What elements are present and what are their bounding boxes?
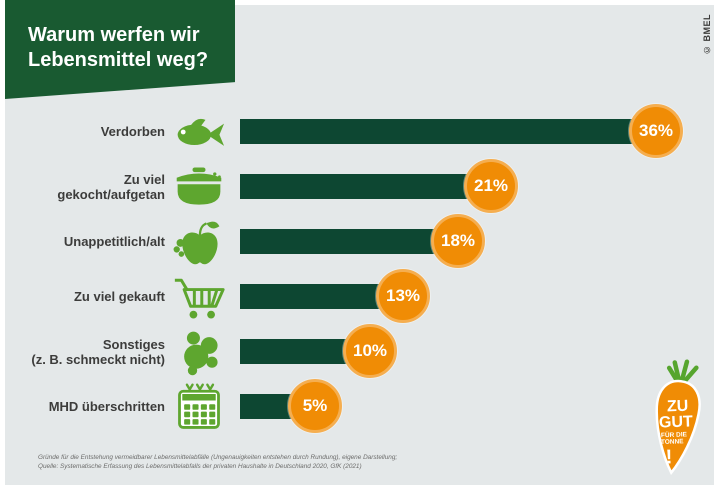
value-badge: 18% [431, 214, 485, 268]
logo-text-gut: GUT [659, 413, 694, 431]
value-badge: 13% [376, 269, 430, 323]
category-label: Zu viel gekauft [73, 289, 165, 304]
value-badge: 36% [629, 104, 683, 158]
page-title-line1: Warum werfen wir [28, 24, 200, 46]
chart-row: Sonstiges (z. B. schmeckt nicht) 10% [5, 324, 715, 379]
chart-row: MHD überschritten 5% [5, 379, 715, 434]
apple-icon [165, 216, 232, 268]
page-title: Warum werfen wir Lebensmittel weg? [5, 0, 235, 99]
bar-zone: 36% [240, 104, 715, 159]
bar-zone: 18% [240, 214, 715, 269]
bar [240, 119, 636, 144]
value-badge: 5% [288, 379, 342, 433]
value-badge: 21% [464, 159, 518, 213]
blobs-icon [165, 326, 232, 378]
logo-text-fuer-die: FÜR DIE [661, 429, 688, 439]
bar-zone: 21% [240, 159, 715, 214]
chart-row: Zu viel gekocht/aufgetan 21% [5, 159, 715, 214]
category-label: Unappetitlich/alt [63, 234, 165, 249]
source-note-line1: Gründe für die Entstehung vermeidbarer L… [38, 454, 398, 461]
bar [240, 174, 471, 199]
bar [240, 394, 295, 419]
cart-icon [165, 271, 232, 323]
chart-row: Zu viel gekauft 13% [5, 269, 715, 324]
source-note-line2: Quelle: Systematische Erfassung des Lebe… [38, 462, 362, 470]
carrot-body-icon [655, 379, 701, 475]
category-label: MHD überschritten [48, 399, 165, 414]
logo-text-zu: ZU [667, 398, 689, 416]
category-label: Sonstiges (z. B. schmeckt nicht) [31, 336, 165, 367]
logo-text-tonne: TONNE [661, 438, 685, 446]
bar [240, 229, 438, 254]
category-label: Zu viel gekocht/aufgetan [57, 171, 165, 202]
source-note: Gründe für die Entstehung vermeidbarer L… [38, 454, 397, 471]
calendar-icon [165, 381, 232, 433]
pot-icon [165, 161, 232, 213]
chart-row: Unappetitlich/alt 18% [5, 214, 715, 269]
page-title-line2: Lebensmittel weg? [28, 49, 209, 71]
bar [240, 339, 350, 364]
fish-icon [165, 106, 232, 158]
chart-row: Verdorben 36% [5, 104, 715, 159]
bar-chart: Verdorben 36% Zu viel gekocht/aufgetan 21% Un… [5, 104, 715, 434]
bar [240, 284, 383, 309]
bmel-copyright: © BMEL [702, 14, 712, 55]
bar-zone: 10% [240, 324, 715, 379]
bar-zone: 13% [240, 269, 715, 324]
value-badge: 10% [343, 324, 397, 378]
zu-gut-fuer-die-tonne-logo: ZU GUT FÜR DIE TONNE ! [655, 359, 701, 475]
bar-zone: 5% [240, 379, 715, 434]
category-label: Verdorben [100, 124, 165, 139]
logo-text-exclamation: ! [665, 446, 672, 468]
